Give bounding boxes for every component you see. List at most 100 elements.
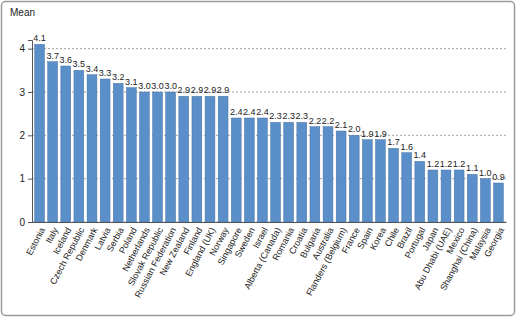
data-label: 2.3 [296, 111, 309, 121]
bar [74, 70, 84, 222]
data-label: 1.2 [427, 159, 440, 169]
bar [126, 88, 136, 222]
y-tick-mark [28, 179, 32, 180]
bar [428, 170, 438, 222]
x-tick: Korea [368, 222, 388, 252]
bar [480, 179, 490, 222]
y-tick: 3 [19, 87, 32, 98]
data-label: 2.4 [230, 107, 243, 117]
data-label: 2.9 [204, 85, 217, 95]
bar [258, 118, 268, 222]
y-tick: 4 [19, 43, 32, 54]
data-label: 1.6 [400, 142, 413, 152]
data-label: 1.2 [453, 159, 466, 169]
data-label: 2.9 [191, 85, 204, 95]
grid-line [32, 48, 506, 49]
bar [362, 140, 372, 222]
data-label: 2.3 [282, 111, 295, 121]
bar [166, 92, 176, 222]
y-tick-mark [28, 92, 32, 93]
bar [376, 140, 386, 222]
data-label: 2.0 [348, 124, 361, 134]
bar [35, 44, 45, 222]
bar [494, 183, 504, 222]
data-label: 3.0 [151, 81, 164, 91]
y-tick-mark [28, 49, 32, 50]
bar [467, 174, 477, 222]
data-label: 2.3 [269, 111, 282, 121]
bar [179, 96, 189, 222]
bar [48, 62, 58, 222]
data-label: 1.0 [479, 168, 492, 178]
bar [284, 122, 294, 222]
data-label: 1.4 [414, 150, 427, 160]
bar [244, 118, 254, 222]
data-label: 1.9 [374, 129, 387, 139]
y-tick-label: 1 [19, 173, 25, 184]
bar [100, 79, 110, 222]
x-axis-line [33, 222, 507, 223]
y-tick-label: 2 [19, 130, 25, 141]
data-label: 1.1 [466, 163, 479, 173]
y-axis-title: Mean [10, 7, 35, 18]
data-labels: 4.13.73.63.53.43.33.23.13.03.03.02.92.92… [33, 33, 504, 182]
data-label: 3.0 [164, 81, 177, 91]
y-tick: 2 [19, 130, 32, 141]
bar [454, 170, 464, 222]
y-tick-mark [28, 222, 32, 223]
bar [415, 161, 425, 222]
bar [441, 170, 451, 222]
bar [153, 92, 163, 222]
y-axis: 0 1 2 3 4 [19, 41, 32, 228]
plot: 01234EstoniaItalyIcelandCzech RepublicDe… [19, 33, 506, 299]
data-label: 3.7 [46, 51, 59, 61]
data-label: 3.1 [125, 77, 138, 87]
data-label: 1.9 [361, 129, 374, 139]
y-tick-label: 3 [19, 87, 25, 98]
y-axis-line [28, 41, 33, 223]
bar [113, 83, 123, 222]
bar [218, 96, 228, 222]
bar [205, 96, 215, 222]
x-tick-label: Flanders (Belgium) [304, 226, 349, 298]
bar [192, 96, 202, 222]
y-tick-label: 4 [19, 43, 25, 54]
x-tick: Flanders (Belgium) [304, 222, 349, 298]
data-label: 3.2 [112, 72, 125, 82]
data-label: 2.9 [217, 85, 230, 95]
bar [297, 122, 307, 222]
data-label: 3.3 [99, 68, 112, 78]
data-label: 2.1 [335, 120, 348, 130]
data-label: 1.7 [387, 137, 400, 147]
bar [323, 127, 333, 222]
bar [271, 122, 281, 222]
chart: 01234EstoniaItalyIcelandCzech RepublicDe… [0, 0, 516, 317]
data-label: 3.5 [73, 59, 86, 69]
bar [87, 75, 97, 222]
bars [35, 44, 504, 222]
x-tick: Georgia [482, 222, 506, 259]
y-tick-label: 0 [19, 217, 25, 228]
data-label: 3.6 [60, 55, 73, 65]
bar [402, 153, 412, 222]
data-label: 2.2 [322, 116, 335, 126]
bar [310, 127, 320, 222]
bar [61, 66, 71, 222]
y-tick: 0 [19, 217, 32, 228]
data-label: 2.4 [243, 107, 256, 117]
x-tick-label: Georgia [482, 226, 506, 259]
bar [389, 148, 399, 222]
data-label: 0.9 [492, 172, 505, 182]
bar [349, 135, 359, 222]
data-label: 2.9 [178, 85, 191, 95]
y-tick-mark [28, 135, 32, 136]
data-label: 2.4 [256, 107, 269, 117]
y-tick: 1 [19, 173, 32, 184]
bar [140, 92, 150, 222]
bar [336, 131, 346, 222]
data-label: 3.0 [138, 81, 151, 91]
data-label: 3.4 [86, 64, 99, 74]
data-label: 2.2 [309, 116, 322, 126]
bar [231, 118, 241, 222]
data-label: 1.2 [440, 159, 453, 169]
